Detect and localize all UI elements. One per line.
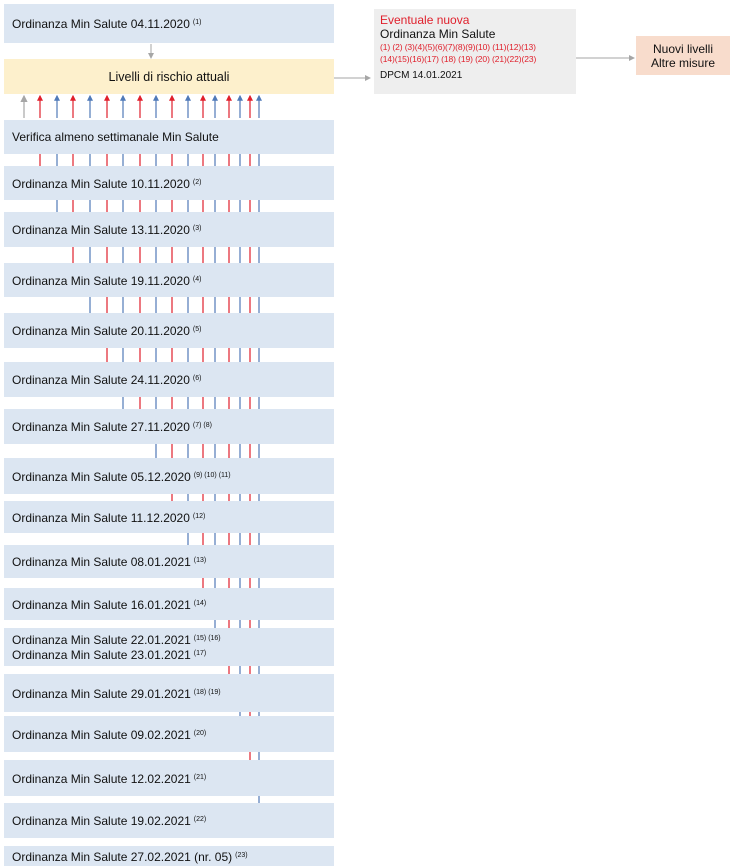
ordinance-ref: (12) (192, 512, 206, 520)
ordinance-label: Ordinanza Min Salute 10.11.2020 (12, 176, 190, 191)
ordinance-label: Ordinanza Min Salute 13.11.2020 (12, 223, 190, 237)
ordinance-ref: (18) (19) (193, 688, 221, 696)
ordinance-ref: (23) (235, 851, 248, 859)
ordinance-line: Ordinanza Min Salute 13.11.2020 (3) (12, 222, 334, 237)
ordinance-line: Ordinanza Min Salute 24.11.2020 (6) (12, 372, 334, 387)
current-risk-levels-box: Livelli di rischio attuali (4, 59, 334, 94)
ordinance-ref: (22) (193, 816, 207, 823)
ordinance-line: Ordinanza Min Salute 20.11.2020 (5) (12, 323, 334, 338)
ordinance-line: Ordinanza Min Salute 05.12.2020 (9) (10) … (12, 469, 334, 484)
ordinance-ref: (13) (193, 557, 207, 564)
top-ordinance-ref: (1) (192, 19, 202, 26)
ordinance-box: Ordinanza Min Salute 22.01.2021 (15) (16)… (4, 628, 334, 666)
ordinance-line: Ordinanza Min Salute 08.01.2021 (13) (12, 554, 334, 569)
ordinance-label: Ordinanza Min Salute 08.01.2021 (12, 555, 191, 569)
ordinance-label: Ordinanza Min Salute 29.01.2021 (12, 686, 191, 701)
new-levels-line2: Altre misure (650, 55, 715, 70)
new-order-box: Eventuale nuova Ordinanza Min Salute (1)… (374, 9, 576, 94)
ordinance-box: Ordinanza Min Salute 19.02.2021 (22) (4, 803, 334, 838)
top-ordinance-label: Ordinanza Min Salute 04.11.2020 (12, 17, 190, 31)
ordinance-label: Ordinanza Min Salute 09.02.2021 (12, 727, 191, 742)
ordinance-box: Ordinanza Min Salute 20.11.2020 (5) (4, 313, 334, 348)
ordinance-ref: (20) (193, 729, 207, 737)
ordinance-ref: (9) (10) (11) (193, 471, 231, 479)
ordinance-box: Ordinanza Min Salute 27.02.2021 (nr. 05)… (4, 846, 334, 866)
ordinance-box: Ordinanza Min Salute 09.02.2021 (20) (4, 716, 334, 752)
ordinance-box: Ordinanza Min Salute 11.12.2020 (12) (4, 501, 334, 533)
ordinance-line: Ordinanza Min Salute 29.01.2021 (18) (19) (12, 686, 334, 701)
ordinance-ref: (17) (193, 650, 207, 657)
ordinance-label: Ordinanza Min Salute 19.11.2020 (12, 273, 190, 288)
ordinance-line: Ordinanza Min Salute 19.11.2020 (4) (12, 273, 334, 288)
ordinance-line: Ordinanza Min Salute 23.01.2021 (17) (12, 647, 334, 662)
ordinance-box: Ordinanza Min Salute 08.01.2021 (13) (4, 545, 334, 578)
ordinance-label: Ordinanza Min Salute 20.11.2020 (12, 324, 190, 338)
ordinance-label: Ordinanza Min Salute 12.02.2021 (12, 771, 191, 786)
current-risk-levels-label: Livelli di rischio attuali (108, 69, 230, 84)
ordinance-line: Ordinanza Min Salute 27.02.2021 (nr. 05)… (12, 849, 334, 864)
ordinance-ref: (3) (192, 225, 202, 232)
ordinance-box: Ordinanza Min Salute 19.11.2020 (4) (4, 263, 334, 297)
ordinance-label: Ordinanza Min Salute 22.01.2021 (12, 633, 191, 647)
ordinance-line: Ordinanza Min Salute 11.12.2020 (12) (12, 510, 334, 525)
ordinance-box: Ordinanza Min Salute 13.11.2020 (3) (4, 212, 334, 247)
ordinance-label: Ordinanza Min Salute 27.11.2020 (12, 420, 190, 434)
ordinance-box: Ordinanza Min Salute 05.12.2020 (9) (10) … (4, 458, 334, 494)
weekly-check-label: Verifica almeno settimanale Min Salute (12, 130, 219, 144)
new-levels-box: Nuovi livelli Altre misure (636, 36, 730, 75)
top-ordinance-box: Ordinanza Min Salute 04.11.2020 (1) (4, 4, 334, 43)
new-order-title: Eventuale nuova (380, 13, 470, 27)
ordinance-label: Ordinanza Min Salute 27.02.2021 (nr. 05) (12, 849, 233, 864)
ordinance-box: Ordinanza Min Salute 24.11.2020 (6) (4, 362, 334, 397)
ordinance-line: Ordinanza Min Salute 19.02.2021 (22) (12, 813, 334, 828)
ordinance-label: Ordinanza Min Salute 24.11.2020 (12, 373, 190, 387)
ordinance-line: Ordinanza Min Salute 10.11.2020 (2) (12, 176, 334, 191)
ordinance-label: Ordinanza Min Salute 19.02.2021 (12, 814, 191, 828)
ordinance-ref: (14) (193, 599, 207, 607)
ordinance-ref: (7) (8) (192, 422, 212, 429)
ordinance-line: Ordinanza Min Salute 09.02.2021 (20) (12, 727, 334, 742)
ordinance-ref: (15) (16) (193, 635, 221, 642)
ordinance-box: Ordinanza Min Salute 27.11.2020 (7) (8) (4, 409, 334, 444)
ordinance-ref: (2) (192, 178, 202, 186)
ordinance-label: Ordinanza Min Salute 23.01.2021 (12, 648, 191, 662)
dpcm-label: DPCM 14.01.2021 (380, 70, 463, 81)
ordinance-box: Ordinanza Min Salute 16.01.2021 (14) (4, 588, 334, 620)
new-order-refs-line2: (14)(15)(16)(17) (18) (19) (20) (21)(22)… (380, 54, 537, 64)
ordinance-ref: (6) (192, 375, 202, 382)
ordinance-box: Ordinanza Min Salute 10.11.2020 (2) (4, 166, 334, 200)
ordinance-label: Ordinanza Min Salute 11.12.2020 (12, 510, 190, 525)
ordinance-box: Ordinanza Min Salute 29.01.2021 (18) (19) (4, 674, 334, 712)
ordinance-ref: (21) (193, 773, 207, 781)
ordinance-line: Ordinanza Min Salute 27.11.2020 (7) (8) (12, 419, 334, 434)
ordinance-ref: (5) (192, 326, 202, 333)
ordinance-label: Ordinanza Min Salute 16.01.2021 (12, 597, 191, 612)
new-order-refs-line1: (1) (2) (3)(4)(5)(6)(7)(8)(9)(10) (11)(1… (380, 42, 536, 52)
weekly-check-box: Verifica almeno settimanale Min Salute (4, 120, 334, 154)
ordinance-box: Ordinanza Min Salute 12.02.2021 (21) (4, 760, 334, 796)
ordinance-line: Ordinanza Min Salute 12.02.2021 (21) (12, 771, 334, 786)
new-levels-line1: Nuovi livelli (652, 41, 714, 56)
ordinance-line: Ordinanza Min Salute 16.01.2021 (14) (12, 597, 334, 612)
ordinance-label: Ordinanza Min Salute 05.12.2020 (12, 469, 191, 484)
ordinance-line: Ordinanza Min Salute 22.01.2021 (15) (16) (12, 632, 334, 647)
ordinance-ref: (4) (192, 275, 202, 283)
new-order-subtitle: Ordinanza Min Salute (380, 27, 496, 41)
